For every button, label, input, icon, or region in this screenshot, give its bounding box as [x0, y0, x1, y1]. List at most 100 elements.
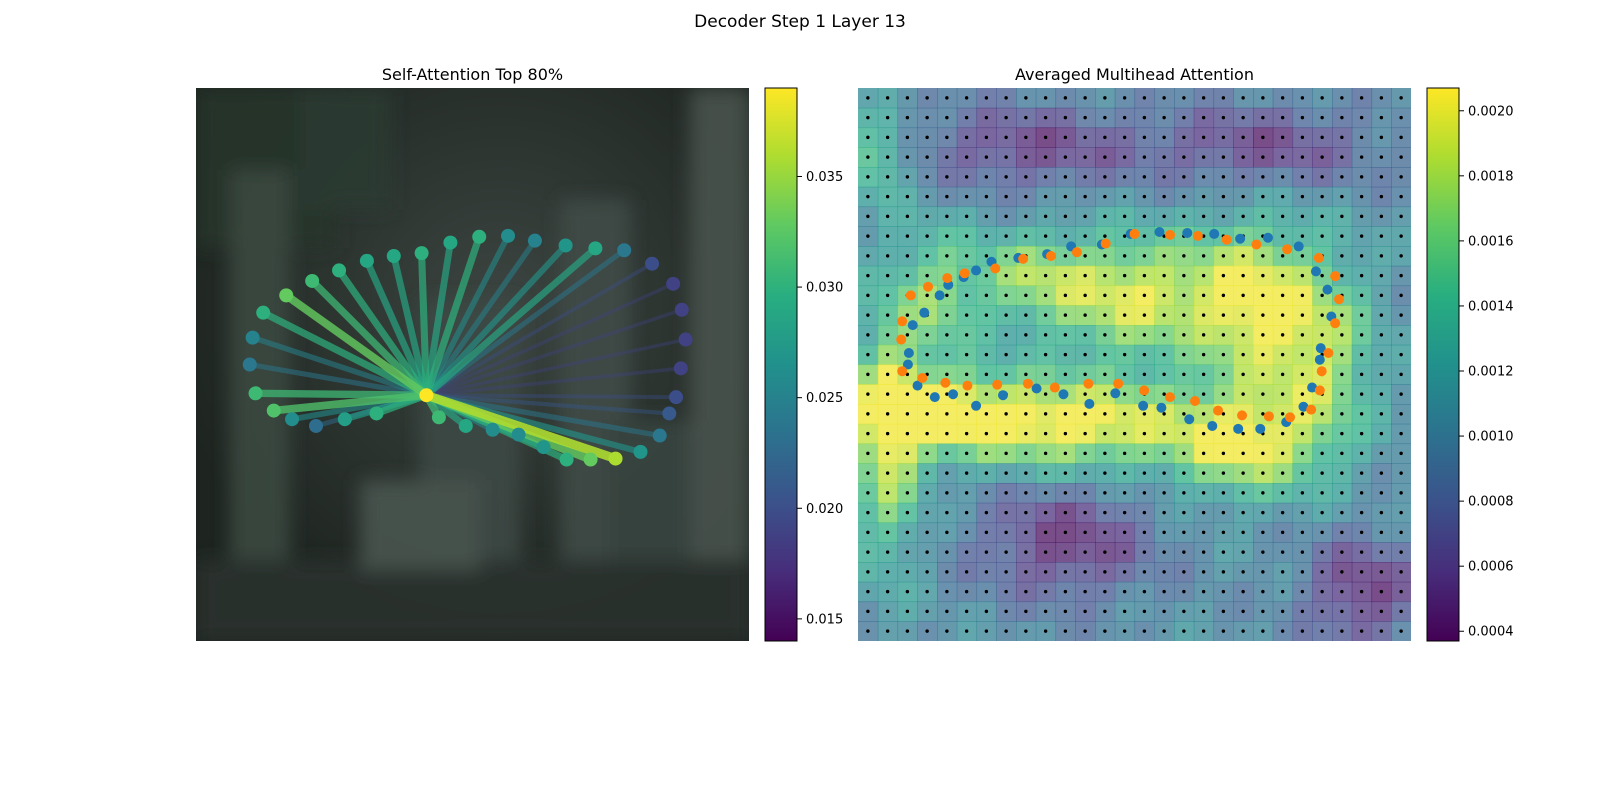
grid-dot	[1340, 214, 1344, 219]
grid-dot	[1063, 352, 1068, 357]
attention-point	[266, 403, 281, 418]
grid-dot	[1182, 530, 1186, 535]
grid-dot	[925, 175, 929, 179]
grid-dot	[885, 471, 890, 475]
grid-dot	[1162, 313, 1166, 317]
grid-dot	[905, 471, 910, 475]
grid-dot	[1122, 372, 1127, 377]
attention-heatmap	[858, 88, 1411, 641]
attention-line	[424, 261, 654, 398]
keypoint-marker	[923, 281, 934, 292]
grid-dot	[1063, 629, 1068, 633]
grid-dot	[1320, 550, 1324, 554]
grid-dot	[1379, 392, 1384, 396]
keypoint-marker	[962, 380, 973, 391]
grid-dot	[964, 135, 969, 140]
grid-dot	[905, 234, 910, 238]
grid-dot	[1280, 155, 1285, 159]
grid-dot	[1280, 510, 1285, 515]
grid-dot	[1122, 96, 1127, 100]
grid-dot	[885, 352, 890, 357]
grid-dot	[1122, 293, 1127, 298]
grid-dot	[1063, 115, 1068, 120]
grid-dot	[1004, 609, 1008, 614]
keypoint-marker	[1058, 389, 1069, 400]
grid-dot	[1162, 510, 1166, 515]
grid-dot	[1043, 412, 1048, 416]
grid-dot	[945, 293, 949, 298]
grid-dot	[1241, 333, 1245, 337]
grid-dot	[1182, 155, 1186, 159]
grid-dot	[1320, 471, 1324, 475]
grid-dot	[1241, 254, 1245, 258]
keypoint-marker	[992, 379, 1003, 390]
grid-dot	[885, 431, 890, 436]
grid-dot	[1399, 313, 1403, 317]
grid-dot	[964, 333, 969, 337]
attention-line	[424, 337, 688, 398]
grid-dot	[1399, 392, 1403, 396]
grid-dot	[1201, 471, 1206, 475]
colorbar-tick-label: 0.0004	[1468, 625, 1514, 640]
grid-dot	[1280, 550, 1285, 554]
left-colorbar-ticks: 0.015 0.020 0.025 0.030 0.035	[797, 170, 843, 627]
grid-dot	[1043, 175, 1048, 179]
grid-dot	[1399, 570, 1403, 574]
grid-dot	[1280, 629, 1285, 633]
grid-dot	[1340, 175, 1344, 179]
attention-line	[423, 242, 569, 399]
grid-dot	[1024, 175, 1028, 179]
grid-dot	[1399, 135, 1403, 140]
grid-dot	[1182, 194, 1186, 199]
grid-dot	[1280, 175, 1285, 179]
grid-dot	[1004, 431, 1008, 436]
grid-dot	[1162, 530, 1166, 535]
grid-dot	[1122, 392, 1127, 396]
grid-dot	[964, 510, 969, 515]
keypoint-marker	[1049, 382, 1060, 393]
grid-dot	[1340, 194, 1344, 199]
grid-dot	[1300, 293, 1305, 298]
grid-dot	[1221, 214, 1226, 219]
grid-dot	[1340, 550, 1344, 554]
grid-dot	[1063, 135, 1068, 140]
attention-line	[423, 239, 454, 399]
colorbar-tick-label: 0.0006	[1468, 560, 1514, 575]
grid-dot	[1063, 491, 1068, 495]
colorbar-tick-label: 0.0014	[1468, 299, 1514, 314]
grid-dot	[1320, 530, 1324, 535]
grid-dot	[1162, 155, 1166, 159]
attention-point	[673, 361, 688, 376]
grid-dot	[1359, 451, 1364, 456]
grid-dot	[1182, 550, 1186, 554]
grid-dot	[866, 352, 870, 357]
grid-dot	[1221, 589, 1226, 594]
grid-dot	[1004, 96, 1008, 100]
grid-dot	[925, 431, 929, 436]
grid-dot	[1083, 96, 1087, 100]
grid-dot	[1379, 471, 1384, 475]
grid-dot	[1379, 96, 1384, 100]
grid-dot	[1320, 135, 1324, 140]
grid-dot	[1340, 352, 1344, 357]
grid-dot	[1379, 313, 1384, 317]
grid-dot	[885, 609, 890, 614]
keypoint-marker	[919, 307, 930, 318]
grid-dot	[866, 96, 870, 100]
grid-dot	[1004, 570, 1008, 574]
keypoint-marker	[1018, 253, 1029, 264]
keypoint-marker	[1323, 347, 1334, 358]
grid-dot	[1063, 451, 1068, 456]
grid-dot	[964, 115, 969, 120]
grid-dot	[925, 629, 929, 633]
grid-dot	[1280, 352, 1285, 357]
grid-dot	[1043, 96, 1048, 100]
grid-dot	[1063, 510, 1068, 515]
grid-dot	[1359, 313, 1364, 317]
keypoint-marker	[1084, 398, 1095, 409]
grid-dot	[866, 293, 870, 298]
grid-dot	[1063, 313, 1068, 317]
grid-dot	[1162, 115, 1166, 120]
grid-dot	[1280, 589, 1285, 594]
grid-dot	[866, 175, 870, 179]
